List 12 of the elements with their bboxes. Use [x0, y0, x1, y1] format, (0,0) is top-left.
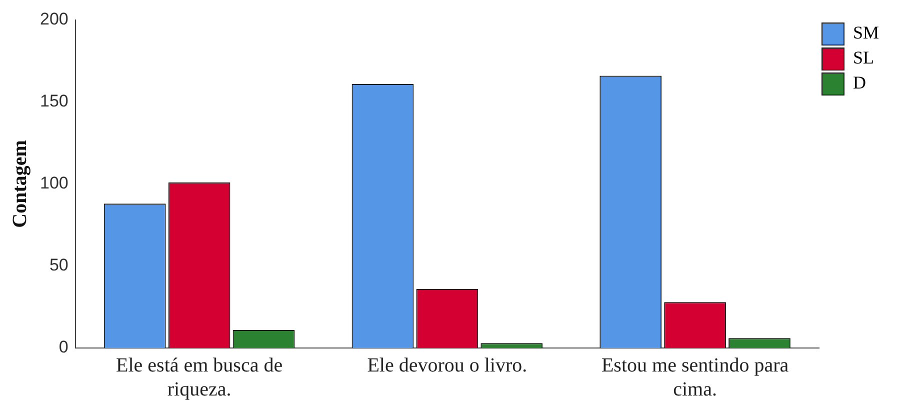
y-tick-label: 50 — [49, 256, 68, 275]
legend-label: D — [852, 72, 866, 93]
y-tick-label: 200 — [40, 10, 68, 29]
legend-label: SL — [852, 48, 874, 68]
x-tick-label: Ele devorou o livro. — [367, 354, 528, 376]
y-tick-label: 100 — [40, 174, 68, 193]
x-tick-label: Estou me sentindo para cima. — [601, 354, 789, 400]
legend-label: SM — [852, 22, 879, 43]
y-tick-label: 0 — [58, 338, 68, 357]
y-axis-title: Contagem — [9, 140, 32, 228]
y-tick-label: 150 — [40, 92, 68, 111]
x-tick-label: Ele está em busca de riqueza. — [116, 354, 283, 400]
